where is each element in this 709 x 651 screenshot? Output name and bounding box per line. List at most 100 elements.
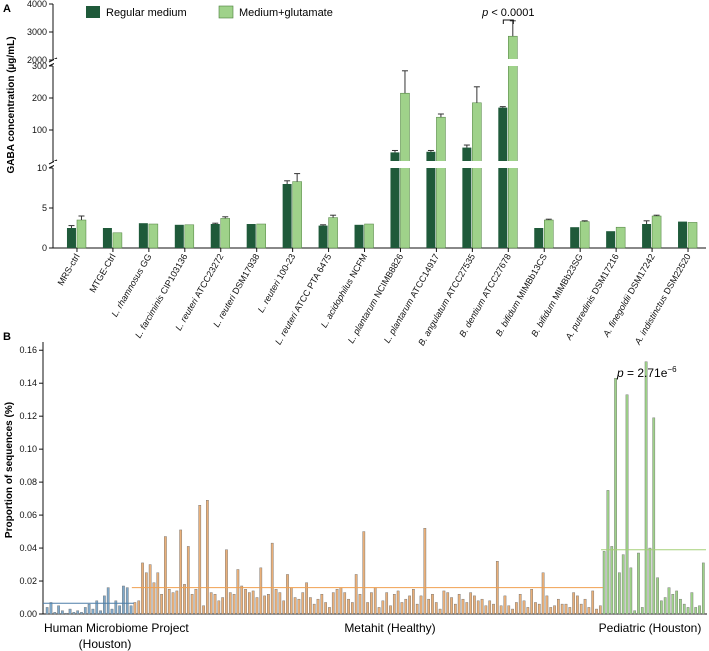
bar-b — [618, 572, 621, 615]
ytick-label-b: 0.16 — [19, 345, 37, 355]
bar-b — [392, 594, 396, 615]
bar-b — [362, 531, 366, 615]
ytick-label-b: 0.00 — [19, 609, 37, 619]
bar-b — [431, 594, 434, 615]
ytick-label-b: 0.14 — [19, 378, 37, 388]
bar-b — [167, 589, 171, 615]
axis-break-band — [54, 161, 707, 168]
bar-a — [544, 219, 554, 249]
bar-a — [642, 224, 652, 248]
bar-b — [324, 602, 327, 615]
bar-b — [656, 577, 659, 615]
bar-a — [400, 92, 410, 249]
bar-a — [76, 219, 87, 249]
bar-b — [412, 589, 415, 615]
bar-b — [591, 590, 595, 615]
bar-b — [515, 602, 518, 615]
bar-b — [427, 598, 430, 615]
ytick-label-a: 3000 — [27, 27, 47, 37]
bar-b — [408, 595, 411, 615]
bar-b — [213, 594, 217, 615]
bar-b — [633, 610, 637, 615]
bar-b — [419, 595, 423, 615]
bar-a — [210, 224, 220, 248]
ytick-label-b: 0.02 — [19, 576, 37, 586]
bar-b — [572, 592, 575, 615]
bar-b — [438, 608, 442, 615]
bar-b — [286, 574, 289, 615]
bar-b — [610, 546, 614, 615]
bar-b — [309, 597, 312, 615]
bar-b — [545, 595, 549, 615]
panel-a-label: A — [3, 3, 11, 15]
bar-b — [442, 590, 446, 615]
bar-b — [129, 605, 133, 615]
ytick-label-a: 300 — [32, 61, 47, 71]
bar-a — [318, 225, 328, 248]
bar-b — [240, 585, 244, 615]
group-label-pediatric: Pediatric (Houston) — [599, 621, 702, 635]
bar-b — [331, 592, 335, 615]
bar-a — [292, 181, 302, 249]
bar-a — [579, 221, 590, 249]
bar-b — [557, 598, 560, 615]
bar-b — [339, 587, 343, 615]
axis-break-band — [54, 59, 707, 66]
bar-b — [553, 605, 556, 615]
bar-b — [125, 587, 129, 615]
bar-b — [87, 603, 91, 615]
bar-b — [152, 582, 156, 615]
bar-a — [651, 215, 662, 249]
bar-b — [198, 505, 202, 615]
bar-b — [144, 572, 148, 615]
bar-b — [76, 610, 80, 615]
bar-a — [687, 222, 698, 249]
legend-label-regular: Regular medium — [106, 7, 187, 19]
bar-a — [615, 226, 626, 249]
ytick-label-b: 0.04 — [19, 543, 37, 553]
bar-b — [91, 608, 95, 615]
panel-b-plot: 0.00 0.02 0.04 0.06 0.08 0.10 0.12 0.14 0.16 p = … — [19, 345, 706, 619]
bar-b — [320, 594, 324, 615]
bar-a — [436, 116, 446, 249]
bar-b — [61, 610, 64, 615]
bar-b — [583, 598, 587, 615]
bar-a — [148, 223, 159, 249]
bar-b — [236, 569, 240, 615]
bar-a — [256, 223, 266, 249]
bar-b — [679, 598, 682, 615]
bar-b — [469, 592, 472, 615]
bar-b — [225, 549, 228, 615]
bar-b — [518, 594, 522, 615]
bar-b — [68, 608, 72, 615]
bar-b — [83, 607, 87, 615]
bar-b — [221, 597, 224, 615]
bar-b — [80, 612, 83, 615]
bar-b — [404, 598, 408, 615]
bar-b — [465, 602, 469, 615]
bar-a — [606, 231, 616, 248]
bar-b — [614, 378, 617, 615]
bar-b — [576, 595, 579, 615]
bar-b — [488, 600, 492, 615]
bar-a — [534, 228, 544, 248]
bar-b — [434, 602, 438, 615]
axis-break-mark — [48, 159, 58, 165]
significance-label-b: p = 2.71e−6 — [616, 365, 677, 380]
bar-b — [541, 572, 545, 615]
bar-b — [114, 600, 118, 615]
bar-a — [220, 218, 230, 249]
bar-b — [244, 589, 247, 615]
bar-b — [232, 594, 236, 615]
bar-b — [579, 603, 583, 615]
bar-b — [106, 587, 110, 615]
bar-b — [621, 554, 625, 615]
bar-b — [461, 598, 465, 615]
bar-a — [508, 35, 518, 249]
bar-a — [184, 224, 195, 249]
bar-b — [133, 602, 137, 615]
bar-b — [156, 572, 160, 615]
bar-a — [364, 223, 374, 249]
bar-b — [343, 592, 347, 615]
